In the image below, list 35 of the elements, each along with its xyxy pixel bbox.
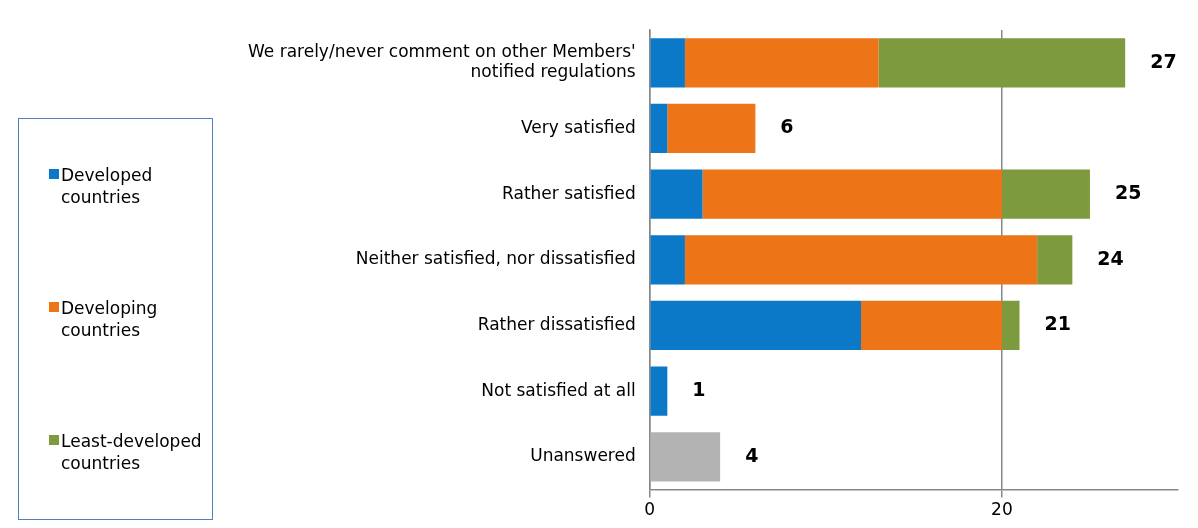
- x-tick-label: 20: [991, 499, 1013, 520]
- total-label: 25: [1114, 181, 1142, 204]
- y-tick-label: Rather dissatisfied: [477, 313, 636, 334]
- total-label: 27: [1150, 49, 1177, 72]
- bar: [1001, 169, 1090, 219]
- y-tick-label: Not satisfied at all: [481, 379, 636, 400]
- bar: [650, 103, 668, 154]
- legend-label: Developed countries: [60, 163, 154, 208]
- bar: [650, 235, 685, 285]
- bar: [650, 300, 862, 351]
- bar: [650, 169, 703, 219]
- y-tick-label: We rarely/never comment on other Members' notified regulations: [247, 41, 636, 82]
- bar: [667, 103, 756, 154]
- total-label: 4: [745, 443, 759, 466]
- y-tick-label: Neither satisfied, nor dissatisfied: [355, 248, 636, 269]
- bar: [684, 235, 1038, 285]
- bar: [650, 38, 685, 88]
- bar: [702, 169, 1002, 219]
- total-label: 21: [1044, 312, 1071, 335]
- bar: [861, 300, 1002, 351]
- bar: [1001, 300, 1020, 351]
- y-tick-label: Very satisfied: [521, 116, 636, 137]
- legend-label: Developing countries: [60, 297, 159, 341]
- y-tick-label: Rather satisfied: [502, 182, 636, 203]
- bar: [650, 432, 721, 482]
- bar: [684, 38, 879, 88]
- total-label: 1: [692, 378, 706, 401]
- legend-label: Least-developed countries: [60, 430, 202, 475]
- y-tick-label: Unanswered: [530, 445, 636, 466]
- bar: [1037, 235, 1073, 285]
- x-tick-label: 0: [644, 499, 656, 520]
- bar: [650, 366, 668, 416]
- total-label: 24: [1097, 246, 1124, 269]
- bar: [878, 38, 1126, 88]
- total-label: 6: [780, 115, 794, 138]
